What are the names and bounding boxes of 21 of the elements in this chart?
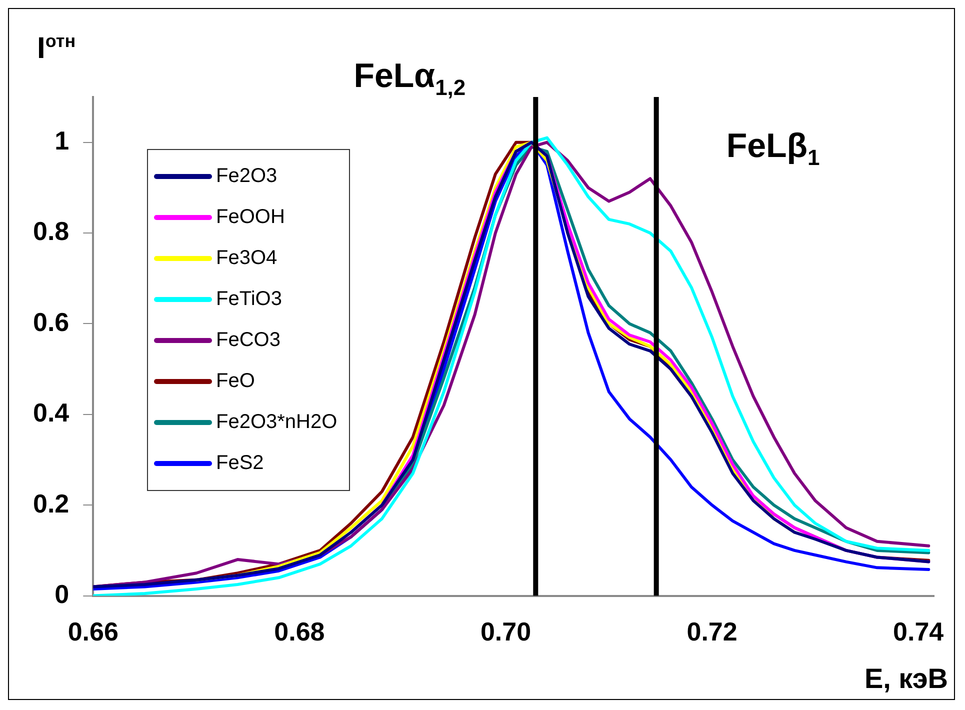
y-axis-title: I$^{отн}$	[37, 31, 76, 66]
y-tick-label: 0.4	[32, 398, 70, 428]
x-tick-label: 0.68	[274, 616, 325, 647]
legend-label: FeOOH	[216, 206, 285, 229]
legend-label: FeS2	[216, 452, 264, 475]
x-tick-label: 0.74	[893, 616, 944, 647]
y-tick-label: 0	[54, 578, 70, 609]
x-tick-label: 0.72	[686, 616, 738, 647]
x-tick-label: 0.66	[68, 616, 118, 647]
legend-label: FeO	[216, 370, 255, 393]
x-tick-label: 0.70	[480, 616, 532, 647]
y-tick-label: 1	[54, 126, 70, 156]
legend-label: FeCO3	[216, 329, 280, 352]
y-tick-label: 0.6	[32, 306, 70, 337]
y-tick-label: 0.8	[32, 216, 70, 246]
legend-label: Fe3O4	[216, 247, 278, 270]
legend-label: Fe2O3	[216, 165, 278, 188]
y-tick-label: 0.2	[32, 488, 70, 518]
x-axis-title: E, кэВ	[864, 663, 948, 695]
legend-label: FeTiO3	[216, 288, 282, 311]
legend-label: Fe2O3*nH2O	[216, 411, 338, 434]
